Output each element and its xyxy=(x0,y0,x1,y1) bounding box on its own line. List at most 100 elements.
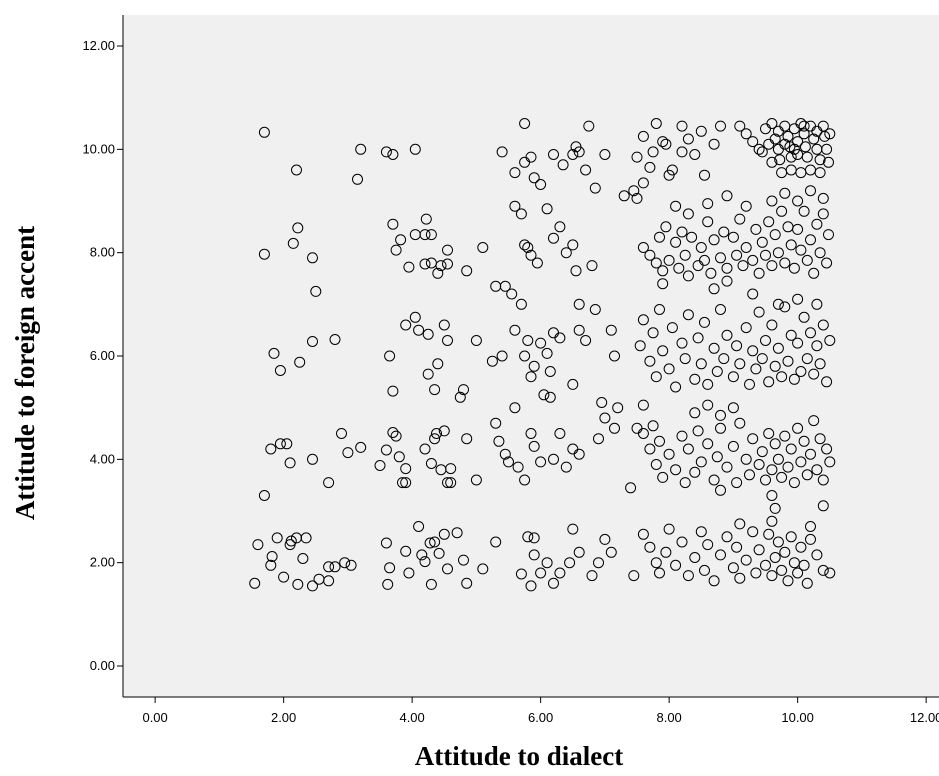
data-point xyxy=(380,146,392,158)
data-point xyxy=(509,402,521,414)
data-point xyxy=(634,340,646,352)
data-point xyxy=(644,249,656,261)
data-point xyxy=(403,567,415,579)
data-point xyxy=(380,444,392,456)
data-point xyxy=(734,518,746,530)
data-point xyxy=(650,118,662,129)
data-point xyxy=(387,385,399,397)
data-point xyxy=(442,244,453,256)
y-tick-label: 0.00 xyxy=(90,658,115,673)
y-tick-label: 2.00 xyxy=(90,555,115,570)
data-point xyxy=(644,355,656,367)
data-point xyxy=(824,335,836,346)
data-point xyxy=(670,236,682,248)
data-point xyxy=(666,322,678,334)
data-point xyxy=(760,474,771,486)
data-point xyxy=(740,242,752,253)
data-point xyxy=(792,293,804,305)
data-point xyxy=(429,536,441,548)
data-point xyxy=(612,402,624,414)
data-point xyxy=(702,399,714,411)
data-point xyxy=(650,371,662,383)
data-point xyxy=(805,533,816,545)
data-point xyxy=(744,469,755,481)
data-point xyxy=(352,173,363,185)
data-point xyxy=(663,523,675,535)
data-point xyxy=(461,433,473,445)
data-point xyxy=(769,360,781,372)
data-point xyxy=(676,536,688,548)
data-point xyxy=(424,537,436,549)
data-point xyxy=(766,570,778,582)
data-point xyxy=(776,471,788,483)
data-point xyxy=(499,280,511,292)
data-point xyxy=(265,559,277,571)
data-point xyxy=(763,216,775,228)
data-point xyxy=(531,257,543,269)
data-point xyxy=(548,149,559,160)
data-point xyxy=(663,254,675,266)
data-point xyxy=(490,417,502,429)
data-point xyxy=(708,234,720,246)
data-point xyxy=(792,337,804,349)
data-point xyxy=(679,477,691,489)
data-point xyxy=(323,575,335,587)
data-point xyxy=(792,195,804,207)
data-point xyxy=(400,477,412,489)
data-point xyxy=(499,448,511,460)
data-point xyxy=(740,200,752,212)
data-point xyxy=(817,564,829,576)
data-point xyxy=(589,182,601,194)
data-point xyxy=(637,314,649,326)
data-point xyxy=(637,428,649,439)
data-point xyxy=(336,428,347,439)
data-point xyxy=(422,368,434,380)
data-point xyxy=(515,568,527,580)
data-point xyxy=(278,571,290,583)
data-point xyxy=(772,536,784,548)
data-point xyxy=(766,156,778,168)
data-point xyxy=(792,567,804,579)
data-point xyxy=(564,557,576,569)
data-point xyxy=(573,298,585,310)
data-point xyxy=(798,311,810,323)
data-point xyxy=(817,319,829,331)
data-point xyxy=(323,477,335,489)
data-point xyxy=(763,428,775,439)
data-point xyxy=(750,567,762,579)
data-point xyxy=(682,133,694,145)
data-point xyxy=(689,407,701,419)
data-point xyxy=(744,378,755,390)
data-point xyxy=(345,559,357,571)
data-point xyxy=(570,141,582,153)
data-point xyxy=(734,213,746,225)
data-point xyxy=(731,541,743,553)
data-point xyxy=(323,561,335,573)
data-point xyxy=(541,347,553,359)
data-point xyxy=(329,334,341,345)
data-point xyxy=(258,126,270,138)
data-point xyxy=(654,567,665,579)
data-point xyxy=(442,335,453,346)
data-point xyxy=(747,433,759,445)
data-point xyxy=(821,257,833,269)
data-point xyxy=(753,267,765,279)
data-point xyxy=(307,252,318,264)
data-point xyxy=(676,146,688,158)
data-point xyxy=(657,278,669,290)
data-point xyxy=(554,567,566,579)
data-point xyxy=(788,477,800,489)
data-point xyxy=(284,457,296,469)
data-point xyxy=(438,425,450,437)
data-point xyxy=(779,257,791,269)
data-point xyxy=(766,515,778,527)
data-point xyxy=(766,319,778,331)
data-point xyxy=(734,572,746,584)
data-point xyxy=(814,358,826,370)
data-point xyxy=(689,466,701,478)
data-point xyxy=(657,345,669,357)
x-tick-label: 12.00 xyxy=(910,710,939,725)
data-point xyxy=(817,208,829,220)
data-point xyxy=(718,353,730,365)
data-point xyxy=(747,136,759,148)
